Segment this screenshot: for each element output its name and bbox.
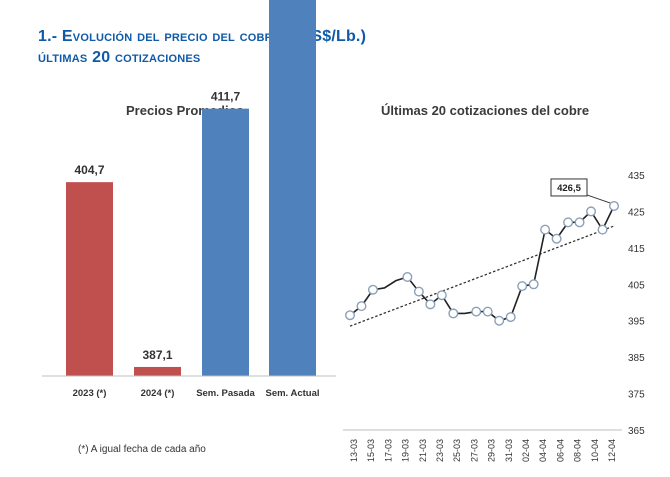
y-tick-label-6: 415 <box>628 244 645 255</box>
y-tick-label-1: 365 <box>628 426 645 437</box>
data-point-17 <box>563 217 574 228</box>
line-chart-title: Últimas 20 cotizaciones del cobre <box>381 103 590 118</box>
data-point-19 <box>586 206 597 217</box>
data-point-20 <box>597 224 608 235</box>
annotation-leader <box>583 193 611 204</box>
heading-line-2: últimas 20 cotizaciones <box>38 49 201 66</box>
y-tick-label-3: 385 <box>628 353 645 364</box>
y-tick-label-5: 405 <box>628 280 645 291</box>
data-point-4 <box>402 272 413 283</box>
data-point-1 <box>345 310 356 321</box>
data-point-12 <box>505 312 516 323</box>
bar-category-label-1: 2023 (*) <box>73 388 107 399</box>
data-point-7 <box>436 290 447 301</box>
data-point-5 <box>413 286 424 297</box>
x-tick-label-8: 27-03 <box>469 439 479 462</box>
x-tick-label-15: 10-04 <box>590 439 600 462</box>
x-tick-label-9: 29-03 <box>487 439 497 462</box>
bar-3 <box>202 108 249 377</box>
data-point-15 <box>540 224 551 235</box>
bar-value-label-3: 411,7 <box>211 90 241 104</box>
y-tick-label-4: 395 <box>628 317 645 328</box>
bar-1 <box>66 182 113 376</box>
bar-value-label-1: 404,7 <box>74 163 104 177</box>
data-point-21 <box>609 200 620 211</box>
data-point-2 <box>356 301 367 312</box>
x-tick-label-10: 31-03 <box>504 439 514 462</box>
series-line <box>349 205 615 322</box>
annotation-box <box>550 178 588 197</box>
y-tick-label-8: 435 <box>628 171 645 182</box>
bar-category-label-4: Sem. Actual <box>265 388 319 399</box>
data-point-3 <box>367 284 378 295</box>
data-point-18 <box>574 217 585 228</box>
bar-category-label-2: 2024 (*) <box>141 388 175 399</box>
x-tick-label-6: 23-03 <box>435 439 445 462</box>
data-point-11 <box>494 315 505 326</box>
x-tick-label-13: 06-04 <box>555 439 565 462</box>
x-tick-label-12: 04-04 <box>538 439 548 462</box>
heading-prefix: 1.- <box>38 28 62 45</box>
x-tick-label-16: 12-04 <box>607 439 617 462</box>
bar-value-label-2: 387,1 <box>142 348 172 362</box>
data-point-8 <box>448 308 459 319</box>
data-point-6 <box>425 299 436 310</box>
data-point-14 <box>528 279 539 290</box>
bar-2 <box>134 366 181 376</box>
bar-4 <box>269 0 316 376</box>
y-tick-label-7: 425 <box>628 207 645 218</box>
data-point-10 <box>482 306 493 317</box>
x-tick-label-14: 08-04 <box>573 439 583 462</box>
x-tick-label-11: 02-04 <box>521 439 531 462</box>
x-tick-label-2: 15-03 <box>366 439 376 462</box>
x-tick-label-3: 17-03 <box>383 439 393 462</box>
x-tick-label-1: 13-03 <box>349 439 359 462</box>
data-point-13 <box>517 281 528 292</box>
y-tick-label-2: 375 <box>628 390 645 401</box>
heading-title: Evolución del precio del cobre <box>61 28 281 45</box>
data-point-16 <box>551 233 562 244</box>
footnote: (*) A igual fecha de cada año <box>78 444 206 455</box>
data-point-9 <box>471 306 482 317</box>
x-tick-label-7: 25-03 <box>452 439 462 462</box>
x-tick-label-5: 21-03 <box>418 439 428 462</box>
trendline <box>349 225 615 327</box>
annotation-label: 426,5 <box>557 183 581 194</box>
x-tick-label-4: 19-03 <box>401 439 411 462</box>
bar-category-label-3: Sem. Pasada <box>196 388 255 399</box>
